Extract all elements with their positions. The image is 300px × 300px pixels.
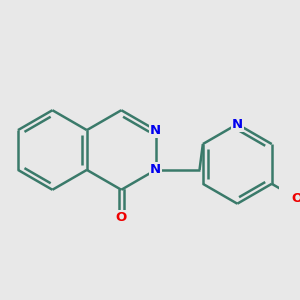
Text: N: N [150, 164, 161, 176]
Text: O: O [116, 211, 127, 224]
Text: N: N [150, 124, 161, 136]
Text: O: O [291, 192, 300, 205]
Text: N: N [232, 118, 243, 130]
